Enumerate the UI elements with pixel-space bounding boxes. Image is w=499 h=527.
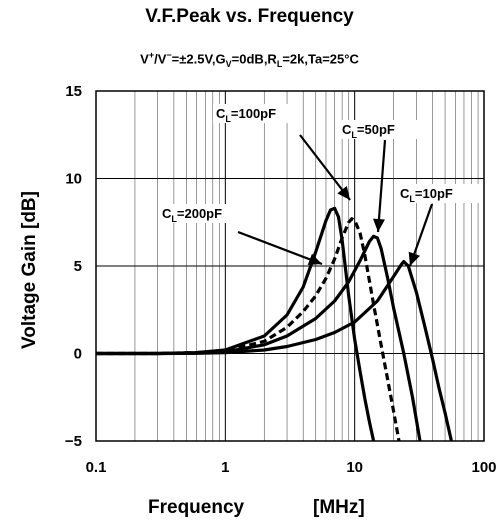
x-tick-label: 1 xyxy=(221,459,229,476)
x-axis-label: Frequency xyxy=(148,497,245,518)
series-line xyxy=(96,260,453,441)
callout-arrowhead xyxy=(337,186,350,200)
callout-label: CL=100pF xyxy=(216,106,276,124)
y-tick-label: 5 xyxy=(74,258,82,275)
callout-arrow-line xyxy=(237,230,323,266)
chart-title: V.F.Peak vs. Frequency xyxy=(145,6,354,27)
y-tick-label: −5 xyxy=(65,433,82,450)
y-tick-label: 0 xyxy=(74,346,82,363)
callout-arrow-line xyxy=(376,139,387,233)
callout-arrowhead xyxy=(373,218,385,232)
y-axis-label: Voltage Gain [dB] xyxy=(19,191,40,349)
callout-label-bg xyxy=(397,184,481,203)
callout-arrowhead xyxy=(307,253,322,265)
callout-arrow-line xyxy=(299,134,351,201)
callout-label: CL=10pF xyxy=(400,186,453,204)
chart-subtitle: V+/V−=±2.5V,GV=0dB,RL=2k,Ta=25°C xyxy=(140,50,359,69)
callout-label-bg xyxy=(213,104,297,123)
callout-label: CL=50pF xyxy=(342,122,395,140)
x-tick-label: 100 xyxy=(471,459,496,476)
y-tick-label: 10 xyxy=(65,171,82,188)
y-tick-label: 15 xyxy=(65,83,82,100)
x-tick-label: 0.1 xyxy=(86,459,107,476)
series-line xyxy=(96,217,401,441)
callout-label-bg xyxy=(339,120,423,139)
callout-arrowhead xyxy=(408,251,421,266)
x-axis-unit: [MHz] xyxy=(313,497,365,518)
plot-frame xyxy=(95,90,485,442)
x-tick-label: 10 xyxy=(346,459,363,476)
callout-label-bg xyxy=(159,204,243,223)
series-line xyxy=(96,206,376,441)
callout-label: CL=200pF xyxy=(162,206,222,224)
